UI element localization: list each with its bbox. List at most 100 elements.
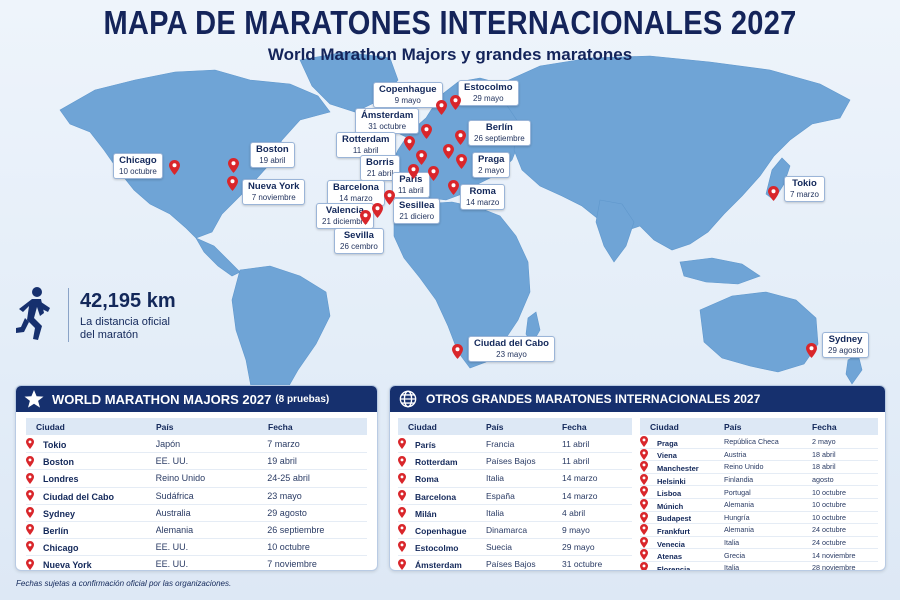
table-row[interactable]: Budapest Hungría 10 octubre [640,511,878,525]
location-pin-icon [640,436,648,448]
table-row[interactable]: Milán Italia 4 abril [398,505,632,522]
map-pin-icon[interactable] [169,160,180,175]
others-left-table-body: París Francia 11 abril Rotterdam Países Bajo… [398,436,632,570]
country-cell: Italia [724,563,740,571]
map-label-sevilla[interactable]: Sevilla 26 cembro [334,228,384,255]
city-name: Nueva York [43,560,92,571]
footnote: Fechas sujetas a confirmación oficial po… [16,579,232,588]
table-row[interactable]: Boston EE. UU. 19 abril [26,453,367,471]
table-row[interactable]: Nueva York EE. UU. 7 noviembre [26,556,367,571]
table-row[interactable]: Tokio Japón 7 marzo [26,435,367,454]
others-panel-header: OTROS GRANDES MARATONES INTERNACIONALES … [390,386,885,412]
table-row[interactable]: Múnich Alemania 10 octubre [640,499,878,512]
table-row[interactable]: Lisboa Portugal 10 octubre [640,486,878,499]
date-cell: 4 abril [562,507,586,518]
location-pin-icon [26,524,34,536]
table-row[interactable]: Venecia Italia 24 octubre [640,536,878,550]
map-pin-icon[interactable] [228,158,239,173]
table-row[interactable]: Helsinki Finlandia agosto [640,473,878,487]
map-pin-icon[interactable] [360,210,371,225]
star-icon [24,390,44,408]
location-pin-icon [640,536,648,548]
map-pin-icon[interactable] [450,95,461,110]
map-label-sesillea[interactable]: Sesillea 21 diciero [393,198,441,225]
majors-count-note: (8 pruebas) [275,393,330,405]
city-cell: Frankfurt [640,521,724,539]
table-row[interactable]: Rotterdam Países Bajos 11 abril [398,453,632,471]
map-pin-icon[interactable] [452,344,463,359]
others-left-column: Ciudad País Fecha París Francia 11 abril Ro… [398,418,632,570]
map-label-roma[interactable]: Roma 14 marzo [460,184,506,211]
country-cell: Suecia [486,542,512,553]
map-label-date: 29 agosto [828,345,864,355]
map-pin-icon[interactable] [421,124,432,139]
map-label-amsterdam[interactable]: Ámsterdam 31 octubre [355,108,420,135]
map-label-date: 14 marzo [466,197,500,207]
city-name: Lisboa [657,489,682,499]
city-name: Barcelona [415,491,457,502]
map-label-sydney[interactable]: Sydney 29 agosto [822,332,870,359]
table-row[interactable]: Ámsterdam Países Bajos 31 octubre [398,556,632,570]
map-label-city: Ámsterdam [361,110,414,121]
table-row[interactable]: Florencia Italia 28 noviembre [640,562,878,571]
map-label-date: 23 mayo [496,349,527,359]
southeast-asia-islands [679,257,761,285]
map-label-nueva-york[interactable]: Nueva York 7 noviembre [242,179,306,206]
map-label-estocolmo[interactable]: Estocolmo 29 mayo [458,80,519,107]
map-pin-icon[interactable] [456,154,467,169]
country-cell: Alemania [724,500,754,510]
country-cell: Países Bajos [486,559,536,570]
table-row[interactable]: Berlín Alemania 26 septiembre [26,522,367,540]
map-pin-icon[interactable] [384,190,395,205]
table-row[interactable]: Londres Reino Unido 24-25 abril [26,470,367,488]
city-cell: Barcelona [398,487,486,505]
date-cell: 10 octubre [812,500,846,510]
map-label-chicago[interactable]: Chicago 10 octubre [113,153,163,180]
location-pin-icon [398,524,406,536]
table-row[interactable]: Roma Italia 14 marzo [398,469,632,488]
others-right-column: Ciudad País Fecha Praga República Checa 2 … [640,418,878,571]
map-pin-icon[interactable] [455,130,466,145]
map-pin-icon[interactable] [443,144,454,159]
date-cell: 24 octubre [812,525,846,535]
location-pin-icon [398,558,406,570]
city-name: Chicago [43,543,79,554]
map-label-date: 19 abril [259,155,286,165]
map-pin-icon[interactable] [408,164,419,179]
map-label-date: 21 diciero [399,211,435,221]
location-pin-icon [26,541,34,553]
city-cell: Tokio [26,435,156,453]
map-label-berlin[interactable]: Berlín 26 septiembre [468,120,531,147]
map-pin-icon[interactable] [448,180,459,195]
map-pin-icon[interactable] [404,136,415,151]
table-row[interactable]: Sydney Australia 29 agosto [26,505,367,522]
map-pin-icon[interactable] [806,343,817,358]
map-label-boston[interactable]: Boston 19 abril [250,142,295,169]
map-pin-icon[interactable] [227,176,238,191]
table-row[interactable]: Estocolmo Suecia 29 mayo [398,539,632,557]
table-row[interactable]: Praga República Checa 2 mayo [640,436,878,449]
map-pin-icon[interactable] [372,203,383,218]
map-label-city: Berlín [485,122,513,133]
map-label-copenhague[interactable]: Copenhague 9 mayo [373,82,443,109]
map-label-tokio[interactable]: Tokio 7 marzo [784,176,825,203]
city-cell: Atenas [640,546,724,564]
table-row[interactable]: Barcelona España 14 marzo [398,488,632,505]
map-label-praga[interactable]: Praga 2 mayo [472,152,511,179]
map-label-ciudad-del-cabo[interactable]: Ciudad del Cabo 23 mayo [468,336,555,363]
table-row[interactable]: Chicago EE. UU. 10 octubre [26,539,367,557]
map-label-barcelona[interactable]: Barcelona 14 marzo [327,180,385,207]
table-row[interactable]: Manchester Reino Unido 18 abril [640,461,878,474]
table-row[interactable]: Copenhague Dinamarca 9 mayo [398,522,632,540]
table-row[interactable]: Ciudad del Cabo Sudáfrica 23 mayo [26,488,367,505]
map-pin-icon[interactable] [436,100,447,115]
map-pin-icon[interactable] [428,166,439,181]
table-row[interactable]: Frankfurt Alemania 24 octubre [640,524,878,537]
table-row[interactable]: Viena Austria 18 abril [640,448,878,462]
map-pin-icon[interactable] [768,186,779,201]
map-pin-icon[interactable] [416,150,427,165]
city-cell: Roma [398,469,486,487]
table-row[interactable]: París Francia 11 abril [398,436,632,454]
table-row[interactable]: Atenas Grecia 14 noviembre [640,549,878,562]
map-label-city: Roma [469,186,496,197]
